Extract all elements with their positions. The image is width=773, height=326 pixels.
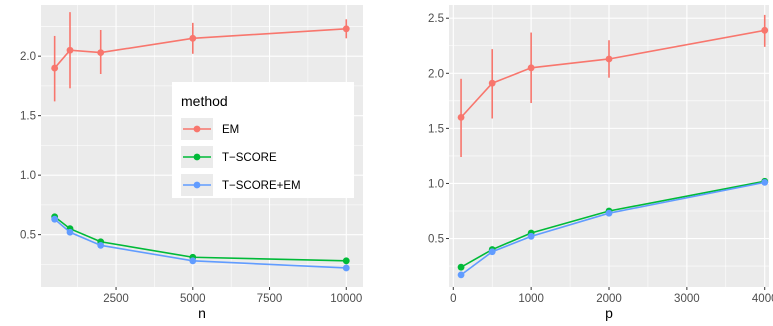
y-tick-label: 2.0 — [20, 51, 36, 63]
legend-title: method — [181, 93, 228, 109]
em-data-point — [342, 25, 350, 33]
em-data-point — [51, 64, 59, 72]
x-tick-label: 4000 — [752, 293, 773, 305]
x-tick-label: 5000 — [180, 293, 206, 305]
t-score-em-data-point — [488, 248, 496, 256]
x-tick-label: 2000 — [596, 293, 622, 305]
t-score-data-point — [342, 257, 350, 265]
x-tick-label: 3000 — [674, 293, 700, 305]
x-tick-label: 7500 — [257, 293, 283, 305]
right-plot-panel: 0.5 1.0 1.5 2.0 2.5 0 1000 2000 3000 4000 p — [428, 5, 773, 321]
y-tick-label: 1.0 — [428, 178, 444, 190]
right-panel-ticks: 0.5 1.0 1.5 2.0 2.5 0 1000 2000 3000 4000 — [428, 13, 773, 305]
right-panel-marks — [457, 14, 769, 279]
t-score-em-data-point — [457, 271, 465, 279]
em-data-point — [761, 26, 769, 34]
em-data-point — [97, 49, 105, 56]
y-tick-label: 2.0 — [428, 68, 444, 80]
em-data-point — [189, 34, 197, 42]
left-x-axis-title: n — [198, 305, 206, 321]
right-x-axis-title: p — [605, 305, 613, 321]
t-score-em-data-point — [342, 264, 350, 272]
t-score-em-data-point — [66, 228, 74, 236]
x-tick-label: 2500 — [103, 293, 129, 305]
y-tick-label: 0.5 — [428, 234, 444, 246]
t-score-data-point — [457, 263, 465, 271]
t-score-em-data-point — [51, 215, 59, 223]
em-data-point — [527, 64, 535, 72]
x-tick-label: 0 — [450, 293, 456, 305]
x-tick-label: 1000 — [518, 293, 544, 305]
y-tick-label: 1.5 — [428, 123, 444, 135]
em-data-point — [605, 55, 613, 63]
t-score-em-data-point — [527, 232, 535, 240]
left-panel-marks — [51, 12, 350, 272]
y-tick-label: 1.0 — [20, 170, 36, 182]
em-data-point — [66, 46, 74, 54]
legend: method EM T−SCORE T−SCORE+EM — [172, 82, 354, 198]
legend-entry-label: EM — [222, 124, 239, 136]
left-panel-ticks: 0.5 1.0 1.5 2.0 2500 5000 7500 10000 — [20, 51, 362, 305]
legend-key-point — [193, 181, 201, 189]
x-tick-label: 10000 — [330, 293, 362, 305]
y-tick-label: 1.5 — [20, 111, 36, 123]
right-panel-grid — [449, 5, 769, 287]
em-data-point — [488, 79, 496, 87]
legend-key-point — [193, 125, 201, 133]
y-tick-label: 2.5 — [428, 13, 444, 25]
t-score-em-data-point — [605, 209, 613, 217]
t-score-em-data-point — [97, 241, 105, 249]
t-score-em-data-point — [189, 257, 197, 265]
legend-key-point — [193, 153, 201, 161]
y-tick-label: 0.5 — [20, 230, 36, 242]
legend-entries: EM T−SCORE T−SCORE+EM — [181, 118, 301, 196]
legend-entry-label: T−SCORE — [222, 152, 277, 164]
em-data-point — [457, 113, 465, 121]
legend-entry-label: T−SCORE+EM — [222, 180, 301, 192]
t-score-em-data-point — [761, 178, 769, 186]
